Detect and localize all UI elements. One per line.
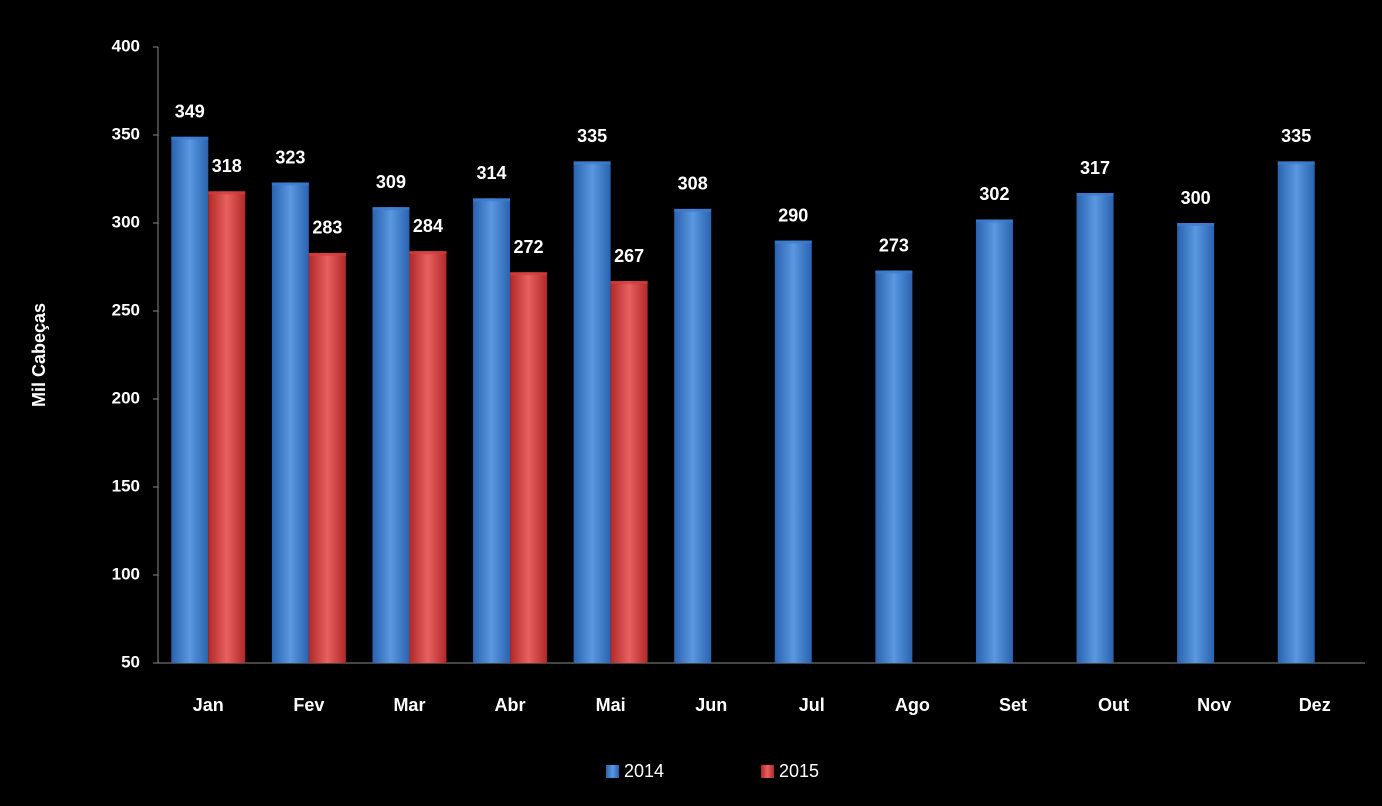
bar <box>1277 161 1315 663</box>
x-tick-label: Set <box>999 695 1027 715</box>
legend-swatch <box>606 765 619 778</box>
bar-top <box>1177 223 1215 226</box>
legend-label: 2014 <box>624 761 664 781</box>
bar-top <box>1277 161 1315 165</box>
value-label: 335 <box>577 126 607 146</box>
bar-top <box>610 281 648 285</box>
bar <box>1177 223 1215 663</box>
bar-top <box>308 252 346 256</box>
bar-top <box>409 251 447 255</box>
x-tick-label: Mar <box>393 695 425 715</box>
bar-top <box>1076 193 1114 197</box>
x-tick-label: Jun <box>695 695 727 715</box>
bar-top <box>510 272 548 276</box>
x-tick-label: Mai <box>596 695 626 715</box>
legend-swatch <box>761 765 774 778</box>
value-label: 273 <box>879 235 909 255</box>
x-tick-label: Jan <box>193 695 224 715</box>
value-label: 323 <box>275 147 305 167</box>
value-label: 318 <box>212 156 242 176</box>
x-tick-label: Out <box>1098 695 1129 715</box>
bar-top <box>774 240 812 244</box>
y-tick-label: 200 <box>112 388 140 407</box>
bar <box>271 182 309 663</box>
bar <box>975 219 1013 664</box>
bar-top <box>674 208 712 212</box>
bar <box>473 198 511 664</box>
y-tick-label: 100 <box>112 564 140 583</box>
bar <box>510 272 548 663</box>
y-tick-label: 150 <box>112 476 140 495</box>
bar <box>774 240 812 663</box>
y-tick-label: 50 <box>121 652 140 671</box>
x-tick-label: Dez <box>1299 695 1331 715</box>
bar-top <box>573 161 611 165</box>
bar-top <box>975 219 1013 223</box>
y-axis-label: Mil Cabeças <box>29 303 49 407</box>
y-tick-label: 300 <box>112 212 140 231</box>
value-label: 284 <box>413 216 443 236</box>
x-tick-label: Ago <box>895 695 930 715</box>
bar <box>372 207 410 663</box>
legend-label: 2015 <box>779 761 819 781</box>
bar-top <box>372 207 410 211</box>
y-tick-label: 400 <box>112 36 140 55</box>
value-label: 309 <box>376 172 406 192</box>
x-tick-label: Abr <box>495 695 526 715</box>
value-label: 267 <box>614 246 644 266</box>
y-tick-label: 250 <box>112 300 140 319</box>
bar-top <box>171 136 209 140</box>
value-label: 283 <box>312 218 342 238</box>
value-label: 272 <box>514 237 544 257</box>
bar <box>208 191 246 663</box>
bar <box>308 252 346 664</box>
y-tick-label: 350 <box>112 124 140 143</box>
x-tick-label: Nov <box>1197 695 1231 715</box>
value-label: 349 <box>175 102 205 122</box>
value-label: 314 <box>477 163 507 183</box>
bar <box>409 251 447 663</box>
value-label: 317 <box>1080 158 1110 178</box>
bar <box>171 136 209 663</box>
value-label: 302 <box>979 184 1009 204</box>
bar-top <box>875 270 913 274</box>
bar <box>875 270 913 663</box>
bar-top <box>473 198 511 202</box>
bar <box>573 161 611 663</box>
bar <box>1076 193 1114 663</box>
value-label: 335 <box>1281 126 1311 146</box>
x-tick-label: Fev <box>293 695 324 715</box>
value-label: 300 <box>1181 188 1211 208</box>
value-label: 308 <box>678 174 708 194</box>
bar-top <box>271 182 309 186</box>
bar <box>610 281 648 663</box>
x-tick-label: Jul <box>799 695 825 715</box>
bar <box>674 208 712 664</box>
value-label: 290 <box>778 205 808 225</box>
bar-top <box>208 191 246 195</box>
